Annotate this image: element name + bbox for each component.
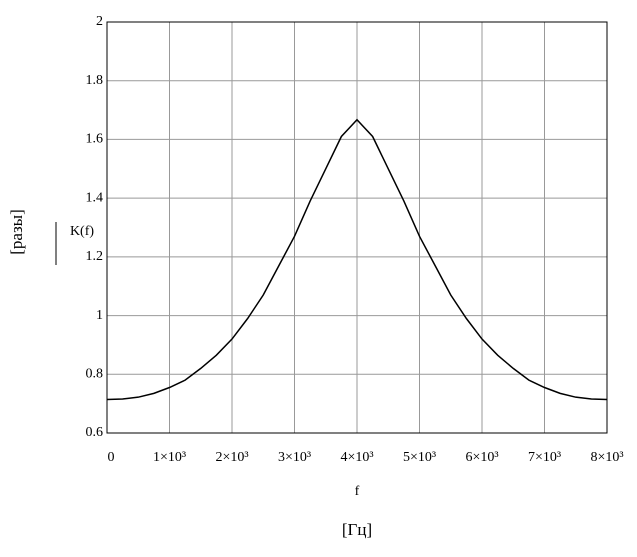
x-tick-label: 7×10³ — [528, 450, 561, 465]
x-tick-label: 2×10³ — [215, 450, 248, 465]
y-tick-label: 0.8 — [86, 367, 104, 382]
y-tick-label: 1.6 — [86, 132, 104, 147]
x-tick-label: 1×10³ — [153, 450, 186, 465]
x-tick-label: 3×10³ — [278, 450, 311, 465]
x-tick-label: 4×10³ — [340, 450, 373, 465]
y-tick-label: 0.6 — [86, 425, 104, 440]
x-tick-label: 5×10³ — [403, 450, 436, 465]
x-axis-unit: [Гц] — [342, 520, 372, 539]
y-axis-unit: [разы] — [7, 209, 26, 255]
y-tick-label: 1.2 — [86, 249, 104, 264]
y-axis-label: K(f) — [70, 224, 94, 239]
y-tick-label: 1.4 — [86, 190, 104, 205]
y-tick-label: 1.8 — [86, 73, 104, 88]
x-axis-label: f — [355, 484, 360, 499]
x-tick-label: 0 — [108, 450, 115, 465]
x-tick-label: 6×10³ — [465, 450, 498, 465]
y-tick-label: 2 — [96, 14, 103, 29]
y-tick-label: 1 — [96, 308, 103, 323]
curve — [106, 118, 608, 401]
plot-frame — [106, 21, 608, 434]
x-tick-label: 8×10³ — [590, 450, 623, 465]
